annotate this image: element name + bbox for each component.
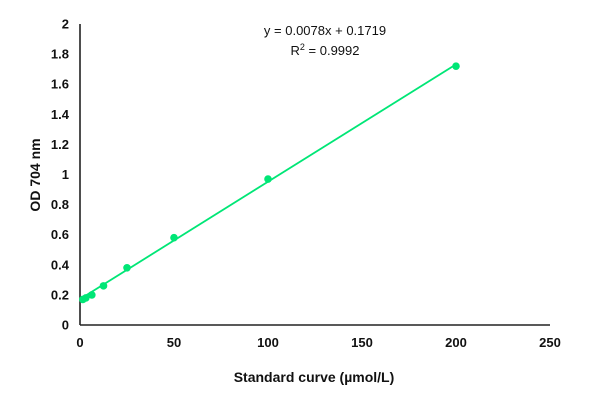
x-tick-label: 150: [351, 335, 373, 350]
data-point: [99, 282, 108, 290]
x-tick-label: 100: [257, 335, 279, 350]
x-tick-label: 200: [445, 335, 467, 350]
axes: [79, 24, 550, 326]
r-squared-value: = 0.9992: [305, 43, 360, 58]
y-tick-label: 0.8: [51, 197, 69, 212]
x-tick-label: 250: [539, 335, 561, 350]
data-point: [82, 294, 90, 302]
y-tick-labels: 0 0.2 0.4 0.6 0.8 1 1.2 1.4 1.6 1.8 2: [51, 17, 70, 333]
y-tick-label: 0: [62, 318, 69, 333]
y-axis-title: OD 704 nm: [27, 138, 43, 211]
y-tick-label: 2: [62, 17, 69, 32]
y-tick-label: 0.4: [51, 257, 70, 272]
x-axis-title: Standard curve (µmol/L): [234, 369, 395, 385]
y-tick-label: 1.8: [51, 47, 69, 62]
data-point: [123, 264, 131, 272]
r-squared-label: R2 = 0.9992: [291, 42, 360, 58]
y-tick-label: 1: [62, 167, 69, 182]
equation-label: y = 0.0078x + 0.1719: [264, 23, 386, 38]
data-point: [88, 291, 96, 299]
data-point: [264, 175, 272, 183]
y-tick-label: 0.6: [51, 227, 69, 242]
y-tick-label: 1.4: [51, 107, 70, 122]
x-tick-label: 0: [76, 335, 83, 350]
y-tick-label: 0.2: [51, 287, 69, 302]
y-tick-label: 1.6: [51, 77, 69, 92]
r-squared-exponent: 2: [300, 42, 305, 52]
data-point: [170, 233, 178, 242]
r-squared-symbol: R: [291, 43, 300, 58]
x-tick-label: 50: [167, 335, 181, 350]
y-tick-label: 1.2: [51, 137, 69, 152]
data-points: [79, 62, 460, 304]
x-tick-labels: 0 50 100 150 200 250: [76, 335, 560, 350]
data-point: [452, 62, 460, 70]
